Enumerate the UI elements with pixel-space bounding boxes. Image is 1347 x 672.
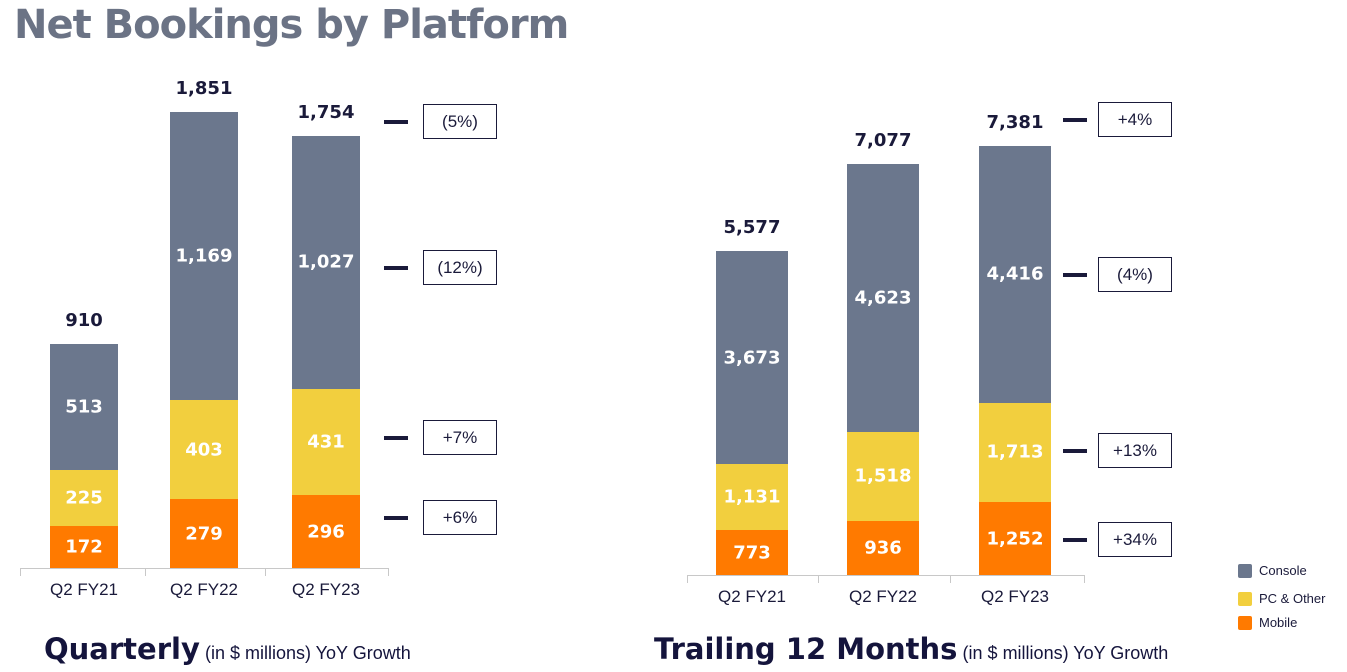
mobile-swatch-icon (1238, 615, 1252, 630)
axis-tick (20, 568, 21, 576)
console-swatch-icon (1238, 563, 1252, 578)
bar-pc-other (979, 402, 1051, 503)
category-label: Q2 FY22 (169, 580, 239, 599)
data-label: 3,673 (723, 347, 781, 369)
bar-console (50, 343, 118, 471)
yoy-growth-badge: +13% (1098, 433, 1172, 468)
data-label: 1,131 (723, 486, 781, 508)
bar-console (292, 135, 360, 389)
ttm-caption: Trailing 12 Months (in $ millions) YoY G… (654, 632, 1168, 666)
category-label: Q2 FY22 (848, 587, 918, 606)
yoy-growth-badge: +34% (1098, 522, 1172, 557)
bar-mobile (716, 530, 788, 575)
growth-dash (384, 516, 408, 520)
data-label: 773 (733, 542, 771, 564)
growth-dash (384, 436, 408, 440)
legend-label: Console (1259, 563, 1307, 578)
growth-dash (1063, 538, 1087, 542)
axis-tick (818, 575, 819, 583)
chart-title: Trailing 12 Months (654, 632, 958, 666)
axis-tick (265, 568, 266, 576)
growth-dash (1063, 118, 1087, 122)
axis-tick (145, 568, 146, 576)
page-title: Net Bookings by Platform (14, 2, 569, 48)
data-label: 1,518 (854, 465, 912, 487)
bar-pc-other (292, 388, 360, 496)
x-axis (687, 575, 1084, 576)
pc-other-swatch-icon (1238, 591, 1252, 606)
bar-console (716, 250, 788, 465)
bar-pc-other (847, 432, 919, 521)
bar-mobile (292, 495, 360, 568)
data-label: 4,623 (854, 287, 912, 309)
chart-title: Quarterly (44, 632, 200, 666)
total-label: 7,381 (986, 112, 1044, 133)
x-axis (20, 568, 388, 569)
data-label: 4,416 (986, 263, 1044, 285)
bar-mobile (979, 502, 1051, 575)
chart-subtitle: (in $ millions) YoY Growth (962, 643, 1169, 663)
data-label: 1,027 (297, 251, 355, 273)
total-label: 5,577 (723, 216, 781, 238)
bar-pc-other (50, 470, 118, 526)
data-label: 279 (185, 523, 223, 545)
data-label: 431 (307, 431, 345, 453)
total-label: 910 (65, 309, 103, 331)
bar-pc-other (716, 464, 788, 531)
bar-console (170, 112, 238, 400)
growth-dash (1063, 273, 1087, 277)
chart-subtitle: (in $ millions) YoY Growth (204, 643, 411, 663)
quarterly-caption: Quarterly (in $ millions) YoY Growth (44, 632, 411, 666)
yoy-growth-badge: +6% (423, 500, 497, 535)
axis-tick (950, 575, 951, 583)
axis-tick (687, 575, 688, 583)
growth-dash (1063, 449, 1087, 453)
bar-pc-other (170, 399, 238, 500)
data-label: 1,252 (986, 528, 1044, 550)
growth-dash (384, 120, 408, 124)
category-label: Q2 FY21 (717, 587, 787, 606)
data-label: 1,169 (175, 245, 233, 267)
category-label: Q2 FY21 (49, 580, 119, 599)
yoy-growth-badge: +7% (423, 420, 497, 455)
axis-tick (388, 568, 389, 576)
bar-mobile (170, 499, 238, 568)
category-label: Q2 FY23 (291, 580, 361, 599)
category-label: Q2 FY23 (980, 587, 1050, 606)
axis-tick (1084, 575, 1085, 583)
bar-console (847, 163, 919, 433)
yoy-growth-badge: +4% (1098, 102, 1172, 137)
data-label: 296 (307, 521, 345, 543)
bar-mobile (50, 525, 118, 568)
legend-mobile: Mobile (1238, 615, 1297, 630)
yoy-growth-badge: (4%) (1098, 257, 1172, 292)
legend-console: Console (1238, 563, 1307, 578)
data-label: 225 (65, 487, 103, 509)
total-label: 1,851 (175, 78, 233, 99)
yoy-growth-badge: (5%) (423, 104, 497, 139)
total-label: 1,754 (297, 101, 355, 123)
data-label: 513 (65, 396, 103, 418)
data-label: 172 (65, 536, 103, 558)
bar-console (979, 146, 1051, 403)
data-label: 403 (185, 439, 223, 461)
total-label: 7,077 (854, 129, 912, 151)
data-label: 936 (864, 537, 902, 559)
growth-dash (384, 266, 408, 270)
legend-pc-other: PC & Other (1238, 591, 1325, 606)
data-label: 1,713 (986, 441, 1044, 463)
bar-mobile (847, 520, 919, 575)
yoy-growth-badge: (12%) (423, 250, 497, 285)
legend-label: Mobile (1259, 615, 1298, 630)
legend-label: PC & Other (1259, 591, 1326, 606)
